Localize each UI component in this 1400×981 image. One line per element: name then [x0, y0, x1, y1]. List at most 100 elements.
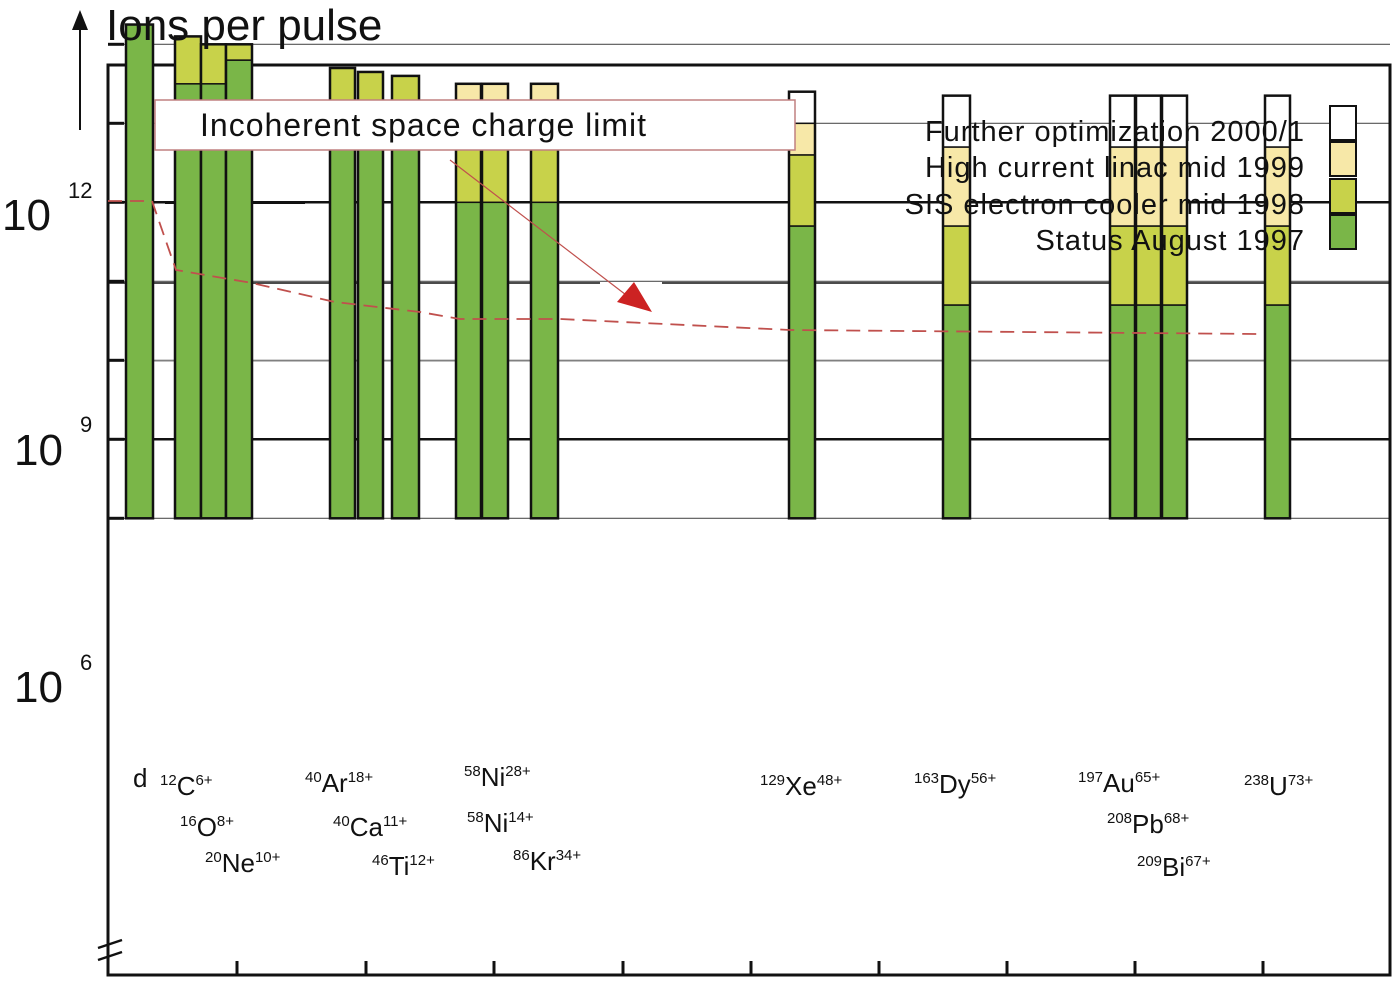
x-label-mass: 208 — [1107, 810, 1132, 827]
y-tick-labels: 10 12 10 9 10 6 — [2, 178, 92, 712]
x-label-symbol: Ne — [222, 848, 255, 878]
annotation-arrowhead — [617, 282, 652, 312]
x-label-40Ca11+: 40Ca11+ — [333, 812, 408, 842]
x-label-symbol: Bi — [1162, 852, 1185, 882]
x-label-mass: 197 — [1078, 769, 1103, 786]
bar-segment-209Bi67+-0 — [1161, 304, 1188, 520]
x-label-46Ti12+: 46Ti12+ — [372, 851, 435, 881]
y-axis-arrowhead — [72, 10, 88, 30]
x-label-charge: 28+ — [505, 763, 531, 780]
x-label-58Ni28+: 58Ni28+ — [464, 762, 531, 792]
bar-segment-209Bi67+-1 — [1161, 225, 1188, 306]
annotation-text: Incoherent space charge limit — [200, 107, 647, 143]
legend-label-3: Further optimization 2000/1 — [925, 116, 1305, 148]
chart-title: Ions per pulse — [106, 1, 382, 50]
x-label-16O8+: 16O8+ — [180, 812, 234, 842]
x-label-charge: 56+ — [971, 770, 997, 787]
bar-segment-16O8+-1 — [200, 43, 227, 85]
x-label-mass: 238 — [1244, 772, 1269, 789]
x-label-symbol: Kr — [530, 846, 556, 876]
x-label-163Dy56+: 163Dy56+ — [914, 769, 996, 799]
y-tick-label-12: 10 — [2, 191, 51, 240]
bar-outline-86Kr34+ — [529, 82, 560, 520]
x-label-mass: 58 — [467, 809, 484, 826]
x-label-197Au65+: 197Au65+ — [1078, 768, 1161, 798]
bar-outline-209Bi67+ — [1160, 94, 1189, 520]
x-label-symbol: Dy — [939, 769, 971, 799]
y-tick-label-6: 10 — [14, 663, 63, 712]
annotation: Incoherent space charge limit — [154, 99, 796, 312]
x-label-20Ne10+: 20Ne10+ — [205, 848, 281, 878]
bar-segment-58Ni14+-0 — [481, 201, 509, 520]
axis-break — [97, 950, 123, 962]
x-label-symbol: d — [133, 763, 147, 793]
bar-outline-d — [124, 23, 155, 520]
x-label-mass: 46 — [372, 852, 389, 869]
bar-segment-197Au65+-0 — [1109, 304, 1136, 520]
y-tick-exponent-6: 6 — [80, 650, 92, 675]
x-label-symbol: Au — [1103, 768, 1135, 798]
x-label-symbol: Xe — [785, 771, 817, 801]
bar-segment-197Au65+-1 — [1109, 225, 1136, 306]
x-label-86Kr34+: 86Kr34+ — [513, 846, 581, 876]
axes — [72, 10, 1392, 977]
x-label-mass: 40 — [305, 769, 322, 786]
x-label-129Xe48+: 129Xe48+ — [760, 771, 843, 801]
x-label-charge: 8+ — [217, 813, 234, 830]
x-label-charge: 67+ — [1185, 853, 1211, 870]
bar-129Xe48+ — [787, 90, 817, 520]
x-label-charge: 48+ — [817, 772, 843, 789]
bar-segment-129Xe48+-0 — [788, 225, 816, 520]
x-label-58Ni14+: 58Ni14+ — [467, 808, 534, 838]
legend-label-2: High current linac mid 1999 — [925, 152, 1305, 184]
x-label-symbol: C — [177, 771, 196, 801]
bar-segment-40Ar18+-0 — [329, 122, 356, 520]
x-label-charge: 6+ — [195, 772, 212, 789]
bar-d — [124, 23, 155, 520]
bar-segment-238U73+-0 — [1264, 304, 1291, 520]
x-label-mass: 129 — [760, 772, 785, 789]
bar-segment-58Ni28+-0 — [455, 201, 482, 520]
x-label-symbol: Ca — [350, 812, 384, 842]
bar-12C6+ — [173, 35, 203, 520]
bar-segment-163Dy56+-0 — [942, 304, 971, 520]
x-label-charge: 73+ — [1288, 772, 1314, 789]
bar-40Ca11+ — [356, 70, 385, 520]
x-label-mass: 12 — [160, 772, 177, 789]
y-tick-label-9: 10 — [14, 426, 63, 475]
bar-208Pb68+ — [1134, 94, 1163, 520]
bar-outline-40Ca11+ — [356, 70, 385, 520]
y-tick-exponent-9: 9 — [80, 412, 92, 437]
x-label-charge: 18+ — [348, 769, 374, 786]
x-label-symbol: Pb — [1132, 809, 1164, 839]
x-label-mass: 163 — [914, 770, 939, 787]
x-label-charge: 65+ — [1135, 769, 1161, 786]
legend-swatch-1 — [1329, 178, 1357, 214]
x-label-40Ar18+: 40Ar18+ — [305, 768, 373, 798]
x-label-209Bi67+: 209Bi67+ — [1137, 852, 1211, 882]
axis-break — [97, 938, 123, 950]
space-charge-limit-line — [108, 200, 1261, 335]
x-label-mass: 86 — [513, 847, 530, 864]
x-label-symbol: Ni — [481, 762, 506, 792]
x-label-208Pb68+: 208Pb68+ — [1107, 809, 1190, 839]
x-label-charge: 68+ — [1164, 810, 1190, 827]
x-label-238U73+: 238U73+ — [1244, 771, 1313, 801]
x-label-mass: 40 — [333, 813, 350, 830]
bar-segment-238U73+-3 — [1264, 94, 1291, 148]
bars — [124, 23, 1292, 520]
x-label-symbol: Ti — [389, 851, 410, 881]
bar-segment-208Pb68+-0 — [1135, 304, 1162, 520]
bar-segment-d-0 — [125, 23, 154, 520]
x-label-symbol: U — [1269, 771, 1288, 801]
x-label-symbol: O — [197, 812, 217, 842]
bar-segment-129Xe48+-1 — [788, 154, 816, 227]
legend: Further optimization 2000/1 High current … — [905, 105, 1357, 257]
x-label-d: d — [133, 763, 147, 793]
x-label-mass: 16 — [180, 813, 197, 830]
legend-swatch-3 — [1329, 105, 1357, 141]
bar-outline-129Xe48+ — [787, 90, 817, 520]
bar-outline-163Dy56+ — [941, 94, 972, 520]
bar-outline-20Ne10+ — [224, 43, 254, 520]
bar-197Au65+ — [1108, 94, 1137, 520]
